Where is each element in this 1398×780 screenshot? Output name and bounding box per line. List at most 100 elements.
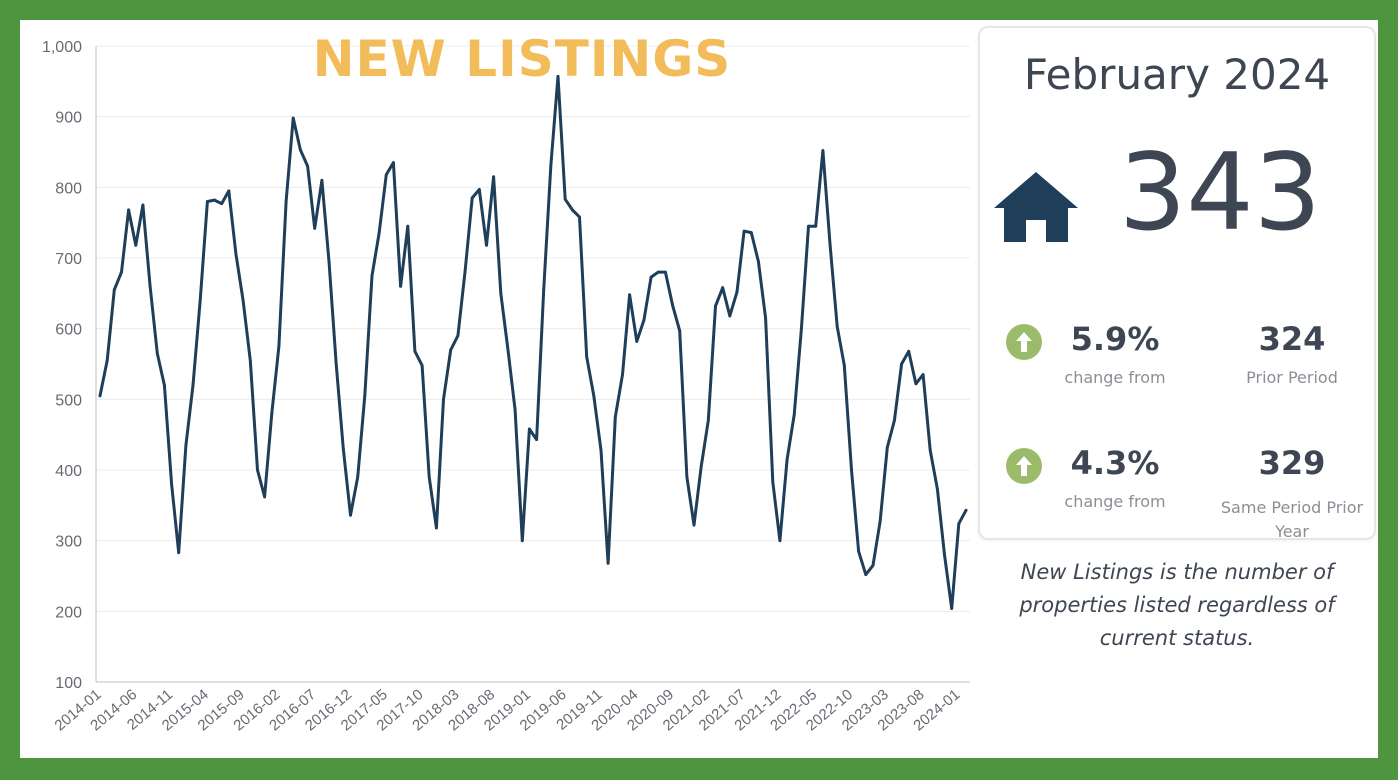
y-tick-label: 100 <box>55 675 82 692</box>
data-point <box>420 364 424 367</box>
y-tick-label: 800 <box>55 180 82 197</box>
y-tick-label: 300 <box>55 534 82 551</box>
data-point <box>112 288 116 292</box>
data-point <box>714 304 717 308</box>
data-point <box>470 196 474 200</box>
data-point <box>327 260 331 263</box>
data-point <box>692 523 696 527</box>
data-point <box>177 551 181 555</box>
data-point <box>384 173 388 177</box>
data-point <box>485 243 488 247</box>
data-point <box>556 74 560 78</box>
data-point <box>284 200 288 203</box>
data-point <box>907 349 911 353</box>
data-point <box>413 349 417 353</box>
data-point <box>220 202 224 205</box>
data-point <box>621 373 624 376</box>
data-point <box>298 148 302 152</box>
data-point <box>141 203 145 207</box>
data-point <box>148 284 152 288</box>
data-point <box>699 465 703 468</box>
data-point <box>399 284 402 288</box>
y-tick-label: 400 <box>55 463 82 480</box>
data-point <box>828 242 832 246</box>
data-point <box>835 325 839 328</box>
data-point <box>241 299 245 302</box>
data-point <box>871 564 875 567</box>
data-point <box>334 362 338 366</box>
house-icon <box>994 172 1078 242</box>
data-point <box>735 290 739 294</box>
data-point <box>878 520 882 523</box>
data-point <box>592 394 596 398</box>
data-point <box>613 415 617 419</box>
data-point <box>778 539 782 543</box>
data-point <box>628 293 632 297</box>
stat-row-prior-year: 4.3% change from 329 Same Period Prior Y… <box>980 422 1374 541</box>
data-point <box>477 188 481 191</box>
data-point <box>549 163 553 167</box>
data-point <box>671 303 674 307</box>
data-point <box>120 270 123 274</box>
data-point <box>163 383 166 387</box>
data-point <box>900 362 903 366</box>
data-point <box>606 561 610 565</box>
y-tick-label: 200 <box>55 604 82 621</box>
dashboard-panel: 100 200 300 400 500 600 700 800 900 1,000 2014-01… <box>20 20 1378 758</box>
data-point <box>291 116 295 120</box>
change-label: change from <box>1064 368 1166 387</box>
data-point <box>270 412 274 415</box>
data-point <box>921 373 925 376</box>
data-point <box>520 539 524 543</box>
data-point <box>442 397 445 401</box>
data-point <box>649 275 653 279</box>
data-point <box>191 383 195 387</box>
data-point <box>449 348 453 352</box>
data-point <box>799 327 803 331</box>
data-point <box>205 200 209 203</box>
data-point <box>227 189 231 193</box>
data-point <box>313 226 317 230</box>
data-point <box>850 468 853 472</box>
data-point <box>492 175 496 179</box>
data-point <box>434 526 438 530</box>
listing-count: 343 <box>1118 131 1322 254</box>
data-point <box>842 364 846 367</box>
line-chart: 100 200 300 400 500 600 700 800 900 1,000 2014-01… <box>20 20 980 758</box>
chart-title: NEW LISTINGS <box>312 30 732 88</box>
data-point <box>570 208 574 212</box>
data-point <box>685 475 689 479</box>
summary-card: February 2024 343 5.9% change from 324 P… <box>978 26 1376 541</box>
data-point <box>535 438 538 442</box>
data-point <box>320 178 324 182</box>
data-point <box>213 198 216 202</box>
data-point <box>184 443 188 447</box>
y-tick-label: 1,000 <box>42 39 82 56</box>
x-axis-ticks: 2014-012014-062014-112015-042015-092016-… <box>51 686 963 734</box>
data-point <box>764 316 768 320</box>
data-point <box>957 522 961 526</box>
data-point <box>771 480 775 484</box>
data-point <box>127 208 131 212</box>
data-point <box>914 382 918 386</box>
data-point <box>499 291 503 295</box>
data-point <box>341 447 345 451</box>
metric-definition: New Listings is the number of properties… <box>1019 560 1335 650</box>
data-point <box>785 458 789 461</box>
data-point <box>98 394 102 398</box>
data-point <box>155 352 159 355</box>
data-point <box>170 482 173 486</box>
data-point <box>349 513 352 517</box>
data-point <box>427 475 431 479</box>
y-tick-label: 700 <box>55 251 82 268</box>
data-point <box>542 288 546 292</box>
data-point <box>928 448 932 452</box>
data-point <box>749 231 753 234</box>
data-point <box>234 253 238 256</box>
data-point <box>392 161 395 165</box>
data-point <box>105 359 109 362</box>
up-arrow-icon <box>1006 324 1042 360</box>
y-axis-ticks: 100 200 300 400 500 600 700 800 900 1,000 <box>42 39 82 692</box>
data-point <box>656 270 660 274</box>
series-line <box>98 74 968 610</box>
